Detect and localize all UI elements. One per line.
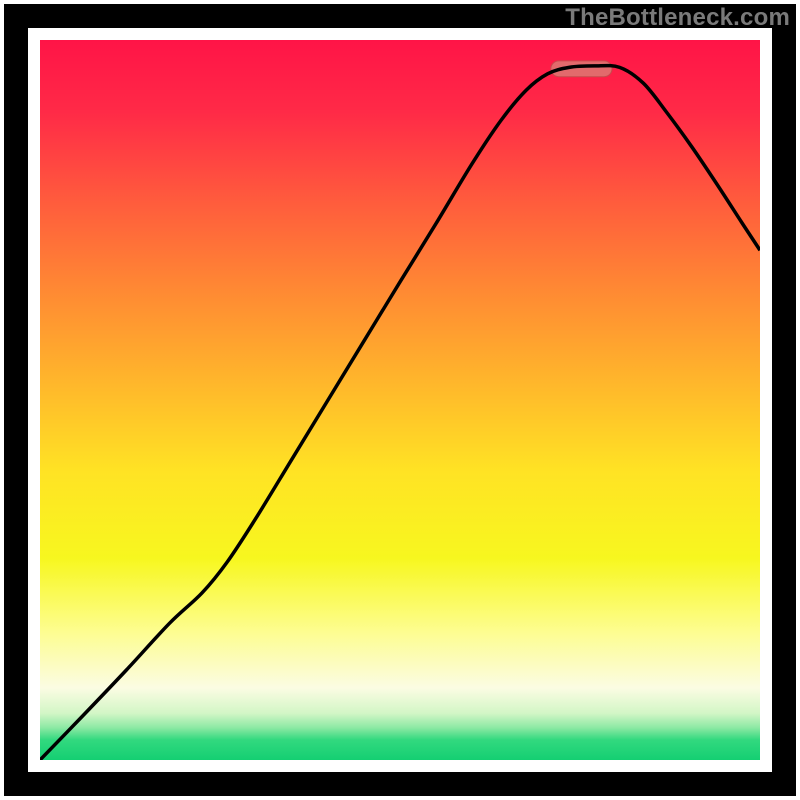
heat-gradient-background: [40, 40, 760, 760]
figure-container: TheBottleneck.com: [0, 0, 800, 800]
watermark-text: TheBottleneck.com: [565, 4, 790, 32]
bottleneck-chart: [0, 0, 800, 800]
